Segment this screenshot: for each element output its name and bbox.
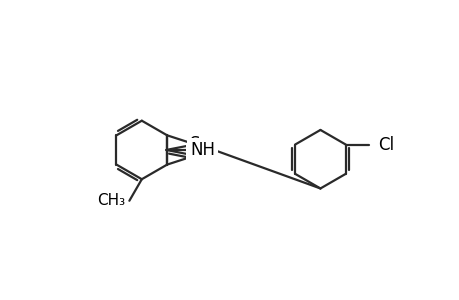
Text: CH₃: CH₃: [96, 193, 124, 208]
Text: N: N: [188, 146, 201, 164]
Text: Cl: Cl: [378, 136, 394, 154]
Text: S: S: [189, 135, 200, 153]
Text: NH: NH: [190, 141, 215, 159]
